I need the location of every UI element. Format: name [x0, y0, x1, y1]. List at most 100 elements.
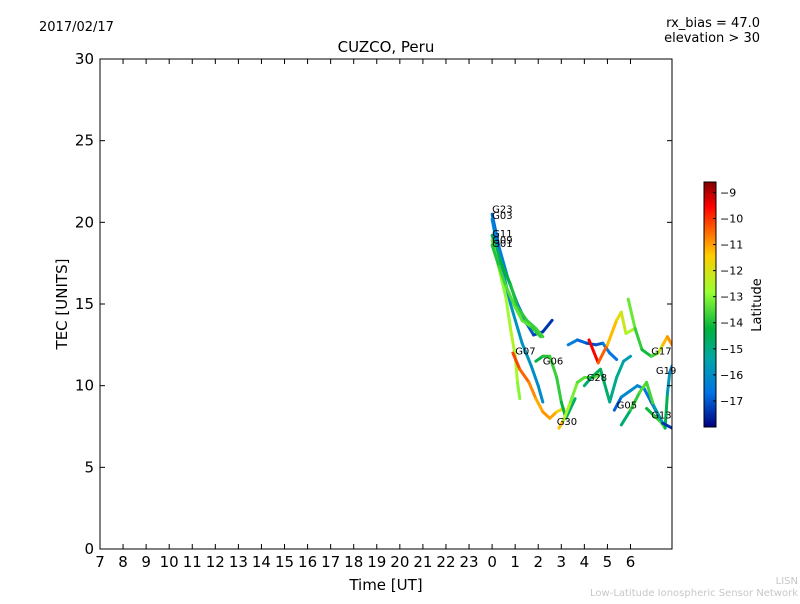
series-segment: [619, 389, 632, 399]
series-segment: [624, 327, 637, 335]
series-segment: [548, 410, 559, 420]
x-tick-label: 22: [436, 553, 455, 571]
colorbar-tick-label: −15: [720, 343, 743, 356]
series-g01: [490, 243, 542, 339]
series-segment: [509, 302, 524, 345]
sat-label-g28: G28: [587, 373, 607, 384]
series-segment: [665, 335, 672, 347]
x-tick-label: 1: [510, 553, 520, 571]
series-segment: [548, 354, 559, 379]
series-segment: [599, 367, 612, 404]
x-tick-label: 17: [321, 553, 340, 571]
colorbar-tick-label: −12: [720, 265, 743, 278]
series-segment: [490, 233, 503, 265]
series-segment: [656, 343, 665, 355]
series-segment: [529, 364, 540, 388]
x-tick-label: 16: [298, 553, 317, 571]
series-segment: [504, 296, 512, 330]
y-tick-label: 20: [75, 213, 94, 231]
sat-label-g07: G07: [515, 347, 535, 358]
credit-lisn: LISN: [775, 576, 798, 587]
x-tick-label: 7: [95, 553, 105, 571]
series-segment: [589, 367, 602, 379]
series-segment: [564, 397, 577, 420]
series-segment: [642, 387, 653, 404]
series-segment: [527, 380, 538, 401]
series-segment: [516, 305, 529, 322]
series-segment: [529, 325, 542, 339]
series-segment: [525, 318, 538, 330]
series-segment: [652, 403, 665, 425]
colorbar-tick-label: −16: [720, 369, 743, 382]
series-segment: [622, 354, 632, 363]
series-segment: [665, 371, 672, 396]
series-g28b: [587, 310, 637, 365]
series-segment: [587, 338, 600, 365]
series-g28c: [582, 354, 632, 404]
y-axis-label: TEC [UNITS]: [53, 259, 71, 351]
x-tick-label: 11: [183, 553, 202, 571]
series-segment: [490, 243, 501, 268]
series-segment: [509, 327, 517, 358]
series-segment: [541, 318, 554, 334]
sat-label-g11: G11: [492, 229, 512, 240]
x-tick-label: 21: [413, 553, 432, 571]
series-segment: [511, 351, 522, 371]
series-segment: [582, 376, 593, 388]
colorbar: [703, 181, 717, 428]
sat-label-g17: G17: [651, 347, 671, 358]
colorbar-tick-label: −14: [720, 317, 743, 330]
series-segment: [633, 327, 644, 352]
series-segment: [596, 343, 609, 365]
series-segment: [629, 390, 642, 412]
series-segment: [652, 413, 662, 424]
plot-frame: [99, 58, 673, 550]
series-segment: [612, 395, 623, 412]
credit-network: Low-Latitude Ionospheric Sensor Network: [590, 588, 798, 599]
series-segment: [615, 359, 626, 379]
y-tick-label: 30: [75, 50, 94, 68]
series-segment: [626, 297, 637, 330]
y-tick-label: 0: [84, 540, 94, 558]
series-segment: [663, 392, 669, 430]
x-tick-label: 5: [603, 553, 613, 571]
sat-label-g09: G09: [492, 236, 512, 247]
sat-label-g13: G13: [651, 410, 671, 421]
series-segment: [608, 376, 619, 404]
series-segment: [605, 318, 619, 347]
colorbar-tick-label: −9: [720, 186, 736, 199]
series-segment: [534, 327, 545, 339]
series-segment: [619, 408, 632, 427]
series-segment: [499, 261, 512, 286]
x-tick-label: 15: [275, 553, 294, 571]
x-tick-label: 13: [229, 553, 248, 571]
y-tick-label: 15: [75, 295, 94, 313]
x-tick-label: 20: [390, 553, 409, 571]
sat-label-g19: G19: [656, 366, 676, 377]
series-segment: [509, 282, 519, 309]
series-segment: [520, 318, 533, 329]
series-segment: [608, 351, 619, 361]
x-tick-label: 19: [367, 553, 386, 571]
series-g13: [619, 380, 672, 430]
x-axis-label: Time [UT]: [348, 576, 422, 594]
series-segment: [645, 407, 655, 417]
series-segment: [592, 372, 602, 379]
series-g30: [557, 372, 602, 430]
series-segment: [661, 421, 672, 430]
series-segment: [575, 338, 589, 345]
sat-label-g05: G05: [617, 401, 637, 412]
x-tick-label: 9: [141, 553, 151, 571]
series-segment: [504, 284, 517, 309]
x-axis-ticks: 7 8 9 10 11 12 13 14 15 16 17 18 19 20 21 22 23 0 1 2 3 4 5 6: [95, 59, 635, 571]
series-g17: [626, 297, 672, 358]
series-g11: [490, 233, 545, 339]
x-tick-label: 0: [487, 553, 497, 571]
date-label: 2017/02/17: [39, 20, 114, 35]
chart-title: CUZCO, Peru: [338, 38, 435, 56]
sat-label-g01: G01: [492, 239, 512, 250]
series-segment: [555, 376, 563, 404]
colorbar-tick-label: −13: [720, 291, 743, 304]
sat-label-g23: G23: [492, 205, 512, 216]
